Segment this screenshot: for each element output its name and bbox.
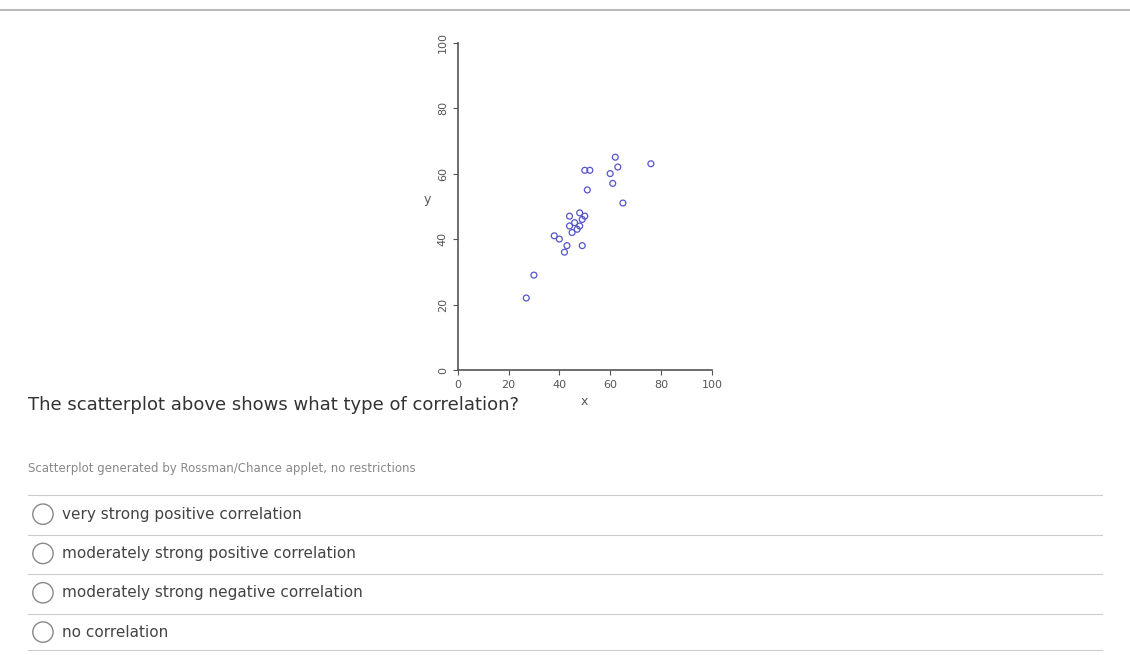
Point — [550, 234, 568, 244]
Point — [601, 168, 619, 179]
Point — [560, 211, 579, 221]
Point — [518, 293, 536, 303]
Text: no correlation: no correlation — [62, 625, 168, 639]
Point — [524, 270, 544, 280]
Point — [556, 247, 574, 257]
Point — [573, 240, 591, 251]
X-axis label: x: x — [581, 396, 589, 408]
Text: very strong positive correlation: very strong positive correlation — [62, 507, 302, 521]
Point — [642, 159, 660, 169]
Point — [545, 231, 563, 241]
Point — [558, 240, 576, 251]
Point — [568, 224, 586, 234]
Y-axis label: y: y — [423, 193, 431, 206]
Point — [575, 165, 594, 176]
Point — [573, 214, 591, 225]
Point — [606, 152, 624, 162]
Point — [571, 208, 589, 218]
Point — [560, 221, 579, 231]
Point — [563, 227, 581, 238]
Text: moderately strong negative correlation: moderately strong negative correlation — [62, 586, 363, 600]
Text: The scatterplot above shows what type of correlation?: The scatterplot above shows what type of… — [28, 396, 520, 414]
Point — [609, 162, 627, 172]
Point — [581, 165, 599, 176]
Point — [579, 185, 597, 195]
Point — [566, 217, 584, 228]
Text: Scatterplot generated by Rossman/Chance applet, no restrictions: Scatterplot generated by Rossman/Chance … — [28, 462, 416, 475]
Text: moderately strong positive correlation: moderately strong positive correlation — [62, 546, 356, 561]
Point — [603, 178, 622, 189]
Point — [575, 211, 594, 221]
Point — [614, 198, 632, 208]
Point — [571, 221, 589, 231]
